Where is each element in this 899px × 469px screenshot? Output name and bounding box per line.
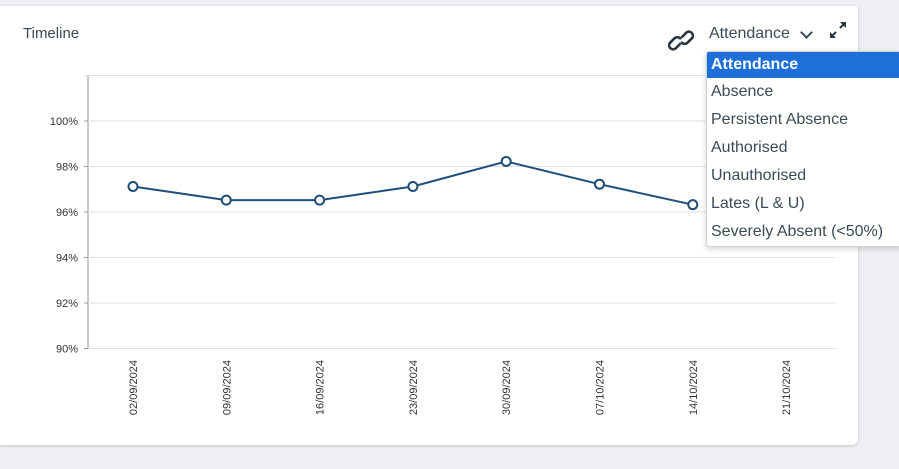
data-point	[314, 194, 326, 206]
expand-icon[interactable]	[829, 21, 847, 39]
widget-title: Timeline	[23, 25, 80, 42]
y-tick-label: 100%	[50, 116, 78, 128]
dropdown-option[interactable]: Attendance	[707, 52, 899, 78]
data-point	[407, 180, 419, 192]
link-icon[interactable]	[668, 28, 696, 54]
y-tick-label: 94%	[56, 253, 78, 265]
dropdown-option[interactable]: Lates (L & U)	[711, 195, 805, 212]
y-tick-label: 92%	[56, 298, 78, 310]
timeline-chart: 90% 92% 94% 96% 98% 100% 02/09/2024 09/09/2024 1…	[50, 75, 835, 415]
y-tick-label: 90%	[56, 344, 78, 356]
x-tick-label: 16/09/2024	[315, 360, 327, 415]
x-tick-label: 14/10/2024	[688, 360, 700, 415]
metric-select-value: Attendance	[709, 25, 790, 42]
metric-dropdown: Attendance Absence Persistent Absence Autho…	[706, 51, 899, 247]
dropdown-option[interactable]: Unauthorised	[711, 167, 807, 184]
x-tick-label: 21/10/2024	[781, 360, 793, 415]
x-tick-label: 23/09/2024	[408, 360, 420, 415]
data-point	[500, 155, 512, 167]
x-tick-label: 02/09/2024	[128, 360, 140, 415]
data-point	[687, 199, 699, 211]
x-tick-label: 07/10/2024	[595, 360, 607, 415]
dropdown-option[interactable]: Authorised	[711, 139, 788, 156]
x-tick-label: 30/09/2024	[501, 360, 513, 415]
y-tick-label: 96%	[56, 207, 78, 219]
data-point	[127, 180, 139, 192]
y-tick-label: 98%	[56, 162, 78, 174]
x-tick-label: 09/09/2024	[221, 360, 233, 415]
dropdown-option[interactable]: Absence	[711, 83, 774, 100]
data-point	[594, 178, 605, 190]
dropdown-option[interactable]: Persistent Absence	[711, 111, 848, 128]
dropdown-option[interactable]: Severely Absent (<50%)	[711, 223, 884, 240]
metric-select[interactable]: Attendance	[709, 23, 813, 45]
data-point	[220, 194, 232, 206]
